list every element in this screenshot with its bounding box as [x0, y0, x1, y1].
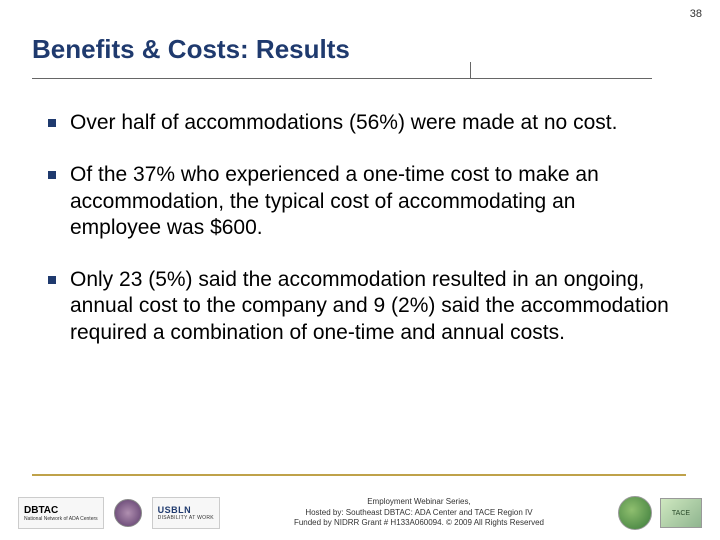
bullet-marker-icon	[48, 119, 56, 127]
logo-dbtac: DBTAC National Network of ADA Centers	[18, 497, 104, 529]
logo-tace-icon: TACE	[660, 498, 702, 528]
title-rule-horizontal	[32, 78, 652, 79]
bullet-text: Over half of accommodations (56%) were m…	[70, 110, 672, 136]
bullet-marker-icon	[48, 171, 56, 179]
page-number: 38	[690, 8, 702, 20]
bullet-marker-icon	[48, 276, 56, 284]
logo-usbln-label: USBLN	[158, 505, 214, 515]
footer-logos-right: TACE	[618, 496, 702, 530]
logo-dbtac-sub: National Network of ADA Centers	[24, 516, 98, 522]
logo-usbln: USBLN DISABILITY AT WORK	[152, 497, 220, 529]
bullet-item: Only 23 (5%) said the accommodation resu…	[48, 267, 672, 346]
footer-line: Funded by NIDRR Grant # H133A060094. © 2…	[228, 518, 610, 528]
bullet-text: Only 23 (5%) said the accommodation resu…	[70, 267, 672, 346]
footer: DBTAC National Network of ADA Centers US…	[0, 496, 720, 530]
bullet-item: Over half of accommodations (56%) were m…	[48, 110, 672, 136]
bullet-item: Of the 37% who experienced a one-time co…	[48, 162, 672, 241]
footer-text: Employment Webinar Series, Hosted by: So…	[220, 497, 618, 528]
logo-southeast-dbtac-icon	[618, 496, 652, 530]
slide-title: Benefits & Costs: Results	[32, 34, 350, 65]
slide-body: Over half of accommodations (56%) were m…	[48, 110, 672, 372]
footer-line: Employment Webinar Series,	[228, 497, 610, 507]
slide: 38 Benefits & Costs: Results Over half o…	[0, 0, 720, 540]
logo-dbtac-label: DBTAC	[24, 505, 98, 516]
footer-line: Hosted by: Southeast DBTAC: ADA Center a…	[228, 508, 610, 518]
title-rule-vertical	[470, 62, 471, 78]
footer-logos-left: DBTAC National Network of ADA Centers US…	[18, 497, 220, 529]
bullet-text: Of the 37% who experienced a one-time co…	[70, 162, 672, 241]
footer-rule	[32, 474, 686, 476]
logo-usbln-sub: DISABILITY AT WORK	[158, 515, 214, 521]
logo-seal-icon	[114, 499, 142, 527]
